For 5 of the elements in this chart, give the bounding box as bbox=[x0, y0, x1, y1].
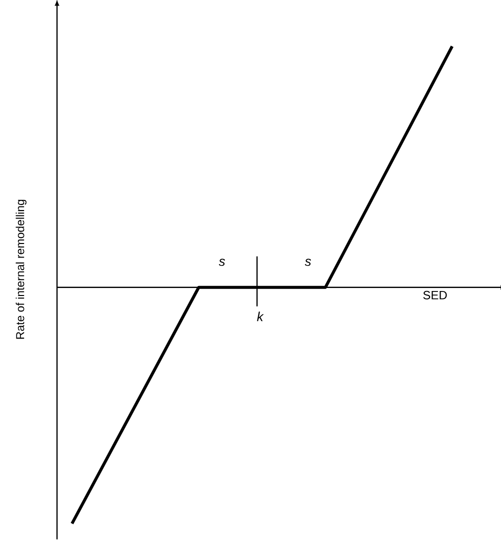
annotation: s bbox=[218, 258, 226, 266]
annotation: k bbox=[257, 312, 264, 322]
y-axis-title: Rate of internal remodelling bbox=[16, 200, 26, 339]
x-axis-title: SED bbox=[423, 290, 447, 300]
annotation: s bbox=[304, 258, 312, 266]
